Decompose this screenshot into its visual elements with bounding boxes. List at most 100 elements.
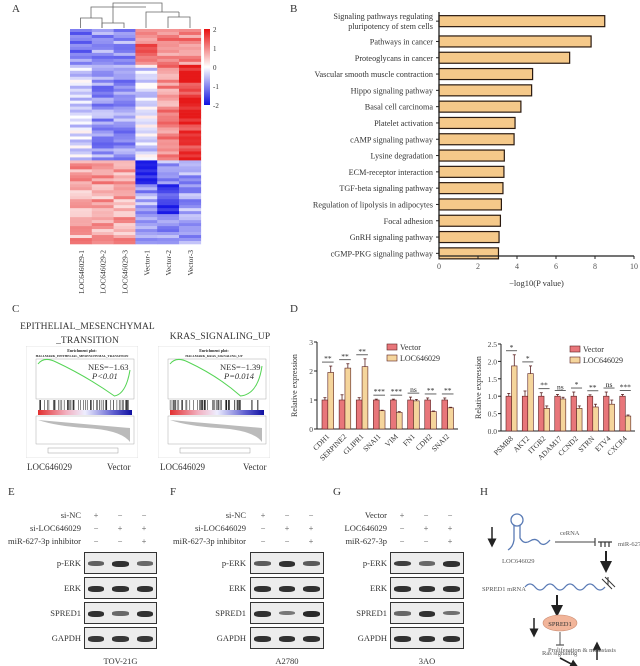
heatmap-cell <box>135 163 158 167</box>
heatmap-cell <box>157 217 180 221</box>
heatmap-cell <box>135 109 158 113</box>
heatmap-cell <box>70 232 93 236</box>
heatmap-cell <box>113 208 136 212</box>
heatmap-cell <box>179 106 202 110</box>
heatmap-cell <box>157 67 180 72</box>
x-tick-label: 0 <box>437 262 441 271</box>
heatmap-cell <box>157 52 180 57</box>
heatmap-cell <box>113 187 136 191</box>
mirna-icon <box>598 541 612 547</box>
heatmap-cell <box>113 29 136 33</box>
heatmap-cell <box>70 70 93 75</box>
gsea-header: Enrichment plot: <box>67 348 96 353</box>
condition-sign: − <box>284 510 290 520</box>
heatmap-cell <box>70 175 93 179</box>
heatmap-cell <box>113 121 136 125</box>
heatmap-cell <box>113 115 136 119</box>
blot-band <box>394 636 411 642</box>
blot-band <box>394 561 411 567</box>
heatmap-cell <box>135 34 158 39</box>
bar-loc646029 <box>378 410 386 430</box>
heatmap-cell <box>91 187 114 191</box>
heatmap-cell <box>135 67 158 72</box>
heatmap-cell <box>179 145 202 149</box>
heatmap-cell <box>91 31 114 36</box>
blot-band <box>112 611 129 616</box>
mirna-label: miR-627-3p <box>618 541 640 548</box>
heatmap-cell <box>91 73 114 78</box>
x-axis-label: −log10(P value) <box>509 278 564 288</box>
heatmap-cell <box>157 154 180 158</box>
heatmap-cell <box>179 142 202 146</box>
bar-loc646029 <box>447 407 454 430</box>
pathway-label: Vascular smooth muscle contraction <box>315 70 433 79</box>
heatmap-cell <box>157 106 180 110</box>
bar-vector <box>355 399 363 430</box>
condition-sign: − <box>117 510 123 520</box>
heatmap-cell <box>91 100 114 104</box>
heatmap-cell <box>70 55 93 60</box>
heatmap-cell <box>70 49 93 54</box>
heatmap-cell <box>157 49 180 54</box>
heatmap-cell <box>157 109 180 113</box>
ras-label: Ras signaling <box>542 650 578 657</box>
heatmap-cell <box>135 241 158 245</box>
legend-label: LOC646029 <box>583 356 623 365</box>
heatmap-cell <box>113 229 136 233</box>
blot-band <box>394 586 411 592</box>
heatmap-cell <box>91 190 114 194</box>
heatmap-cell <box>135 82 158 87</box>
heatmap-cell <box>179 214 202 218</box>
heatmap-cell <box>157 178 180 182</box>
blot-band <box>136 586 153 592</box>
heatmap-cell <box>179 211 202 215</box>
heatmap-cell <box>70 157 93 161</box>
heatmap-cell <box>179 55 202 60</box>
heatmap-cell <box>179 232 202 236</box>
colorbar-tick-label: -1 <box>213 83 219 91</box>
heatmap-cell <box>113 220 136 224</box>
heatmap-cell <box>91 211 114 215</box>
heatmap-cell <box>179 31 202 36</box>
heatmap-cell <box>135 169 158 173</box>
condition-sign: + <box>423 523 429 533</box>
heatmap-cell <box>135 157 158 161</box>
heatmap-cell <box>70 79 93 84</box>
heatmap-cell <box>113 52 136 57</box>
heatmap-cell <box>113 79 136 84</box>
heatmap-cell <box>91 139 114 143</box>
enrichment-curve <box>169 358 263 397</box>
heatmap-cell <box>135 196 158 200</box>
heatmap-cell <box>157 76 180 81</box>
blot-band <box>418 611 436 617</box>
heatmap-cell <box>157 91 180 95</box>
heatmap-cell <box>91 205 114 209</box>
heatmap-cell <box>113 235 136 239</box>
pathway-label: Proteoglycans in cancer <box>355 54 433 63</box>
heatmap-cell <box>157 29 180 33</box>
blot-band <box>112 586 129 592</box>
heatmap-cell <box>91 112 114 116</box>
x-tick-label: 10 <box>630 262 638 271</box>
heatmap-cell <box>113 64 136 69</box>
heatmap-cell <box>113 178 136 182</box>
heatmap-cell <box>113 166 136 170</box>
y-tick-label: 3 <box>309 338 313 347</box>
heatmap-cell <box>157 139 180 143</box>
heatmap-cell <box>179 151 202 155</box>
heatmap-cell <box>179 100 202 104</box>
heatmap-cell <box>135 106 158 110</box>
pathway-bar <box>438 100 522 113</box>
heatmap-cell <box>70 115 93 119</box>
heatmap-cell <box>179 43 202 48</box>
heatmap-cell <box>135 79 158 84</box>
heatmap-cell <box>135 40 158 45</box>
heatmap-cell <box>179 187 202 191</box>
heatmap-cell <box>179 64 202 69</box>
heatmap-cell <box>70 118 93 122</box>
pathway-bar <box>438 182 504 195</box>
heatmap-cell <box>91 64 114 69</box>
heatmap-cell <box>135 214 158 218</box>
heatmap-cell <box>135 142 158 146</box>
